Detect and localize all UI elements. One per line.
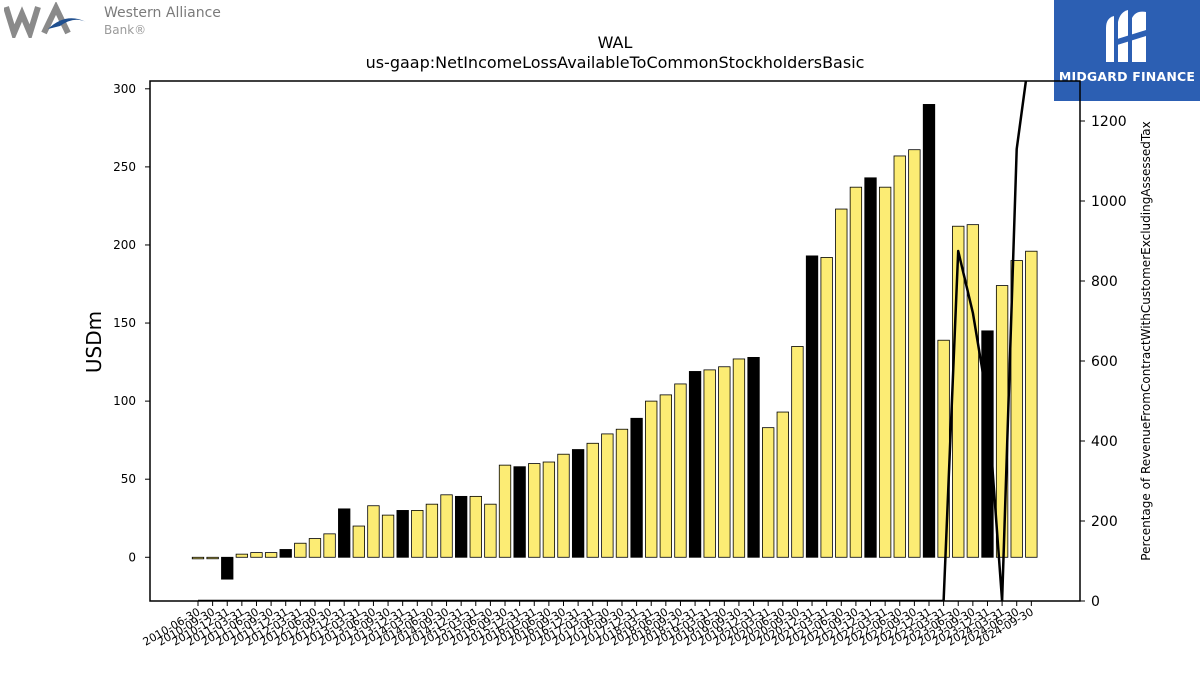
midgard-m-mark-icon xyxy=(1106,10,1146,63)
y-axis-right: 0 200 400 600 800 1000 1200 xyxy=(1080,114,1127,610)
bar-2015-06-30 xyxy=(484,503,497,558)
y-tick-label-300: 300 xyxy=(113,82,136,96)
bar-2016-12-31 xyxy=(571,449,585,558)
bar-2014-12-31 xyxy=(455,495,468,558)
bar-2012-03-31 xyxy=(294,542,307,558)
chart-subtitle: us-gaap:NetIncomeLossAvailableToCommonSt… xyxy=(366,53,865,72)
chart-title: WAL xyxy=(598,33,633,52)
bar-2020-12-31 xyxy=(805,255,819,558)
bar-2023-12-31 xyxy=(981,330,994,558)
bar-2017-03-31 xyxy=(586,442,599,558)
bar-2012-06-30 xyxy=(308,538,322,558)
y-tick-label-250: 250 xyxy=(113,160,136,174)
y-tick-label-0: 0 xyxy=(128,550,136,564)
bar-2024-09-30 xyxy=(1025,250,1038,558)
bar-2015-09-30 xyxy=(498,464,512,558)
bar-2016-03-31 xyxy=(528,463,541,558)
bar-2013-03-31 xyxy=(352,525,365,558)
bar-2015-03-31 xyxy=(469,495,482,558)
y-axis-left: 0 50 100 150 200 250 300 xyxy=(113,82,150,564)
bar-2011-03-31 xyxy=(235,553,249,558)
bar-2017-12-31 xyxy=(630,417,643,558)
midgard-finance-logo: MIDGARD FINANCE xyxy=(1054,0,1200,101)
bar-2013-09-30 xyxy=(381,514,395,558)
bar-2021-06-30 xyxy=(835,208,848,558)
bar-2022-12-31 xyxy=(922,104,936,558)
western-alliance-wa-mark-icon xyxy=(3,1,86,42)
y2-tick-label-600: 600 xyxy=(1091,354,1118,370)
bar-2014-09-30 xyxy=(440,494,453,558)
bar-2023-09-30 xyxy=(966,224,980,558)
bar-2018-09-30 xyxy=(674,383,687,558)
bar-2019-06-30 xyxy=(718,366,731,558)
bar-2018-03-31 xyxy=(645,400,658,558)
bar-2018-12-31 xyxy=(688,371,702,558)
x-axis: 2010-06-302010-09-302010-12-312011-03-31… xyxy=(141,601,1036,649)
line-series xyxy=(198,81,1028,601)
bar-2021-12-31 xyxy=(864,177,877,558)
bar-2011-09-30 xyxy=(264,552,278,558)
bar-2020-06-30 xyxy=(776,411,789,558)
bar-2022-09-30 xyxy=(908,149,921,558)
y2-tick-label-800: 800 xyxy=(1091,274,1118,290)
bar-2020-03-31 xyxy=(762,427,775,558)
y2-tick-label-0: 0 xyxy=(1091,594,1100,610)
bar-2013-06-30 xyxy=(367,505,380,558)
western-alliance-logo: Western Alliance Bank® xyxy=(3,1,234,42)
bar-2017-09-30 xyxy=(615,428,629,558)
brand-name-line1: Western Alliance xyxy=(104,5,221,21)
bar-2017-06-30 xyxy=(601,433,614,558)
bar-2022-06-30 xyxy=(893,155,906,558)
bar-2024-06-30 xyxy=(1010,260,1023,558)
y-tick-label-200: 200 xyxy=(113,238,136,252)
y2-tick-label-400: 400 xyxy=(1091,434,1118,450)
y-tick-label-50: 50 xyxy=(121,472,136,486)
y2-axis-label: Percentage of RevenueFromContractWithCus… xyxy=(1139,121,1153,560)
y2-tick-label-1000: 1000 xyxy=(1091,194,1127,210)
bar-2016-09-30 xyxy=(557,453,570,558)
bar-2022-03-31 xyxy=(878,186,892,558)
bar-2011-12-31 xyxy=(279,549,292,558)
bar-2014-06-30 xyxy=(425,503,439,558)
y2-tick-label-200: 200 xyxy=(1091,514,1118,530)
bar-2014-03-31 xyxy=(411,510,424,558)
bar-2015-12-31 xyxy=(513,466,526,558)
bar-2021-09-30 xyxy=(849,186,863,558)
bar-2019-03-31 xyxy=(703,369,716,558)
bar-2024-03-31 xyxy=(995,285,1009,558)
bar-2013-12-31 xyxy=(396,510,409,558)
y-axis-label: USDm xyxy=(82,311,106,373)
bar-2018-06-30 xyxy=(659,394,672,558)
bar-2010-06-30 xyxy=(191,556,205,560)
y2-tick-label-1200: 1200 xyxy=(1091,114,1127,130)
percentage-line xyxy=(198,81,1028,601)
y-tick-label-150: 150 xyxy=(113,316,136,330)
bar-2011-06-30 xyxy=(250,552,263,558)
bar-series xyxy=(191,104,1038,580)
brand-name-line2: Bank® xyxy=(104,23,147,37)
bar-2012-12-31 xyxy=(338,508,351,558)
y-tick-label-100: 100 xyxy=(113,394,136,408)
bar-2020-09-30 xyxy=(791,346,804,558)
bar-2019-12-31 xyxy=(747,356,760,558)
plot-frame xyxy=(149,80,1081,602)
midgard-finance-text: MIDGARD FINANCE xyxy=(1058,69,1196,84)
bar-2010-12-31 xyxy=(221,556,234,580)
bar-2021-03-31 xyxy=(820,257,833,558)
bar-2019-09-30 xyxy=(732,358,746,558)
bar-2012-09-30 xyxy=(323,533,336,558)
bar-2010-09-30 xyxy=(206,556,219,560)
bar-2016-06-30 xyxy=(542,461,556,558)
